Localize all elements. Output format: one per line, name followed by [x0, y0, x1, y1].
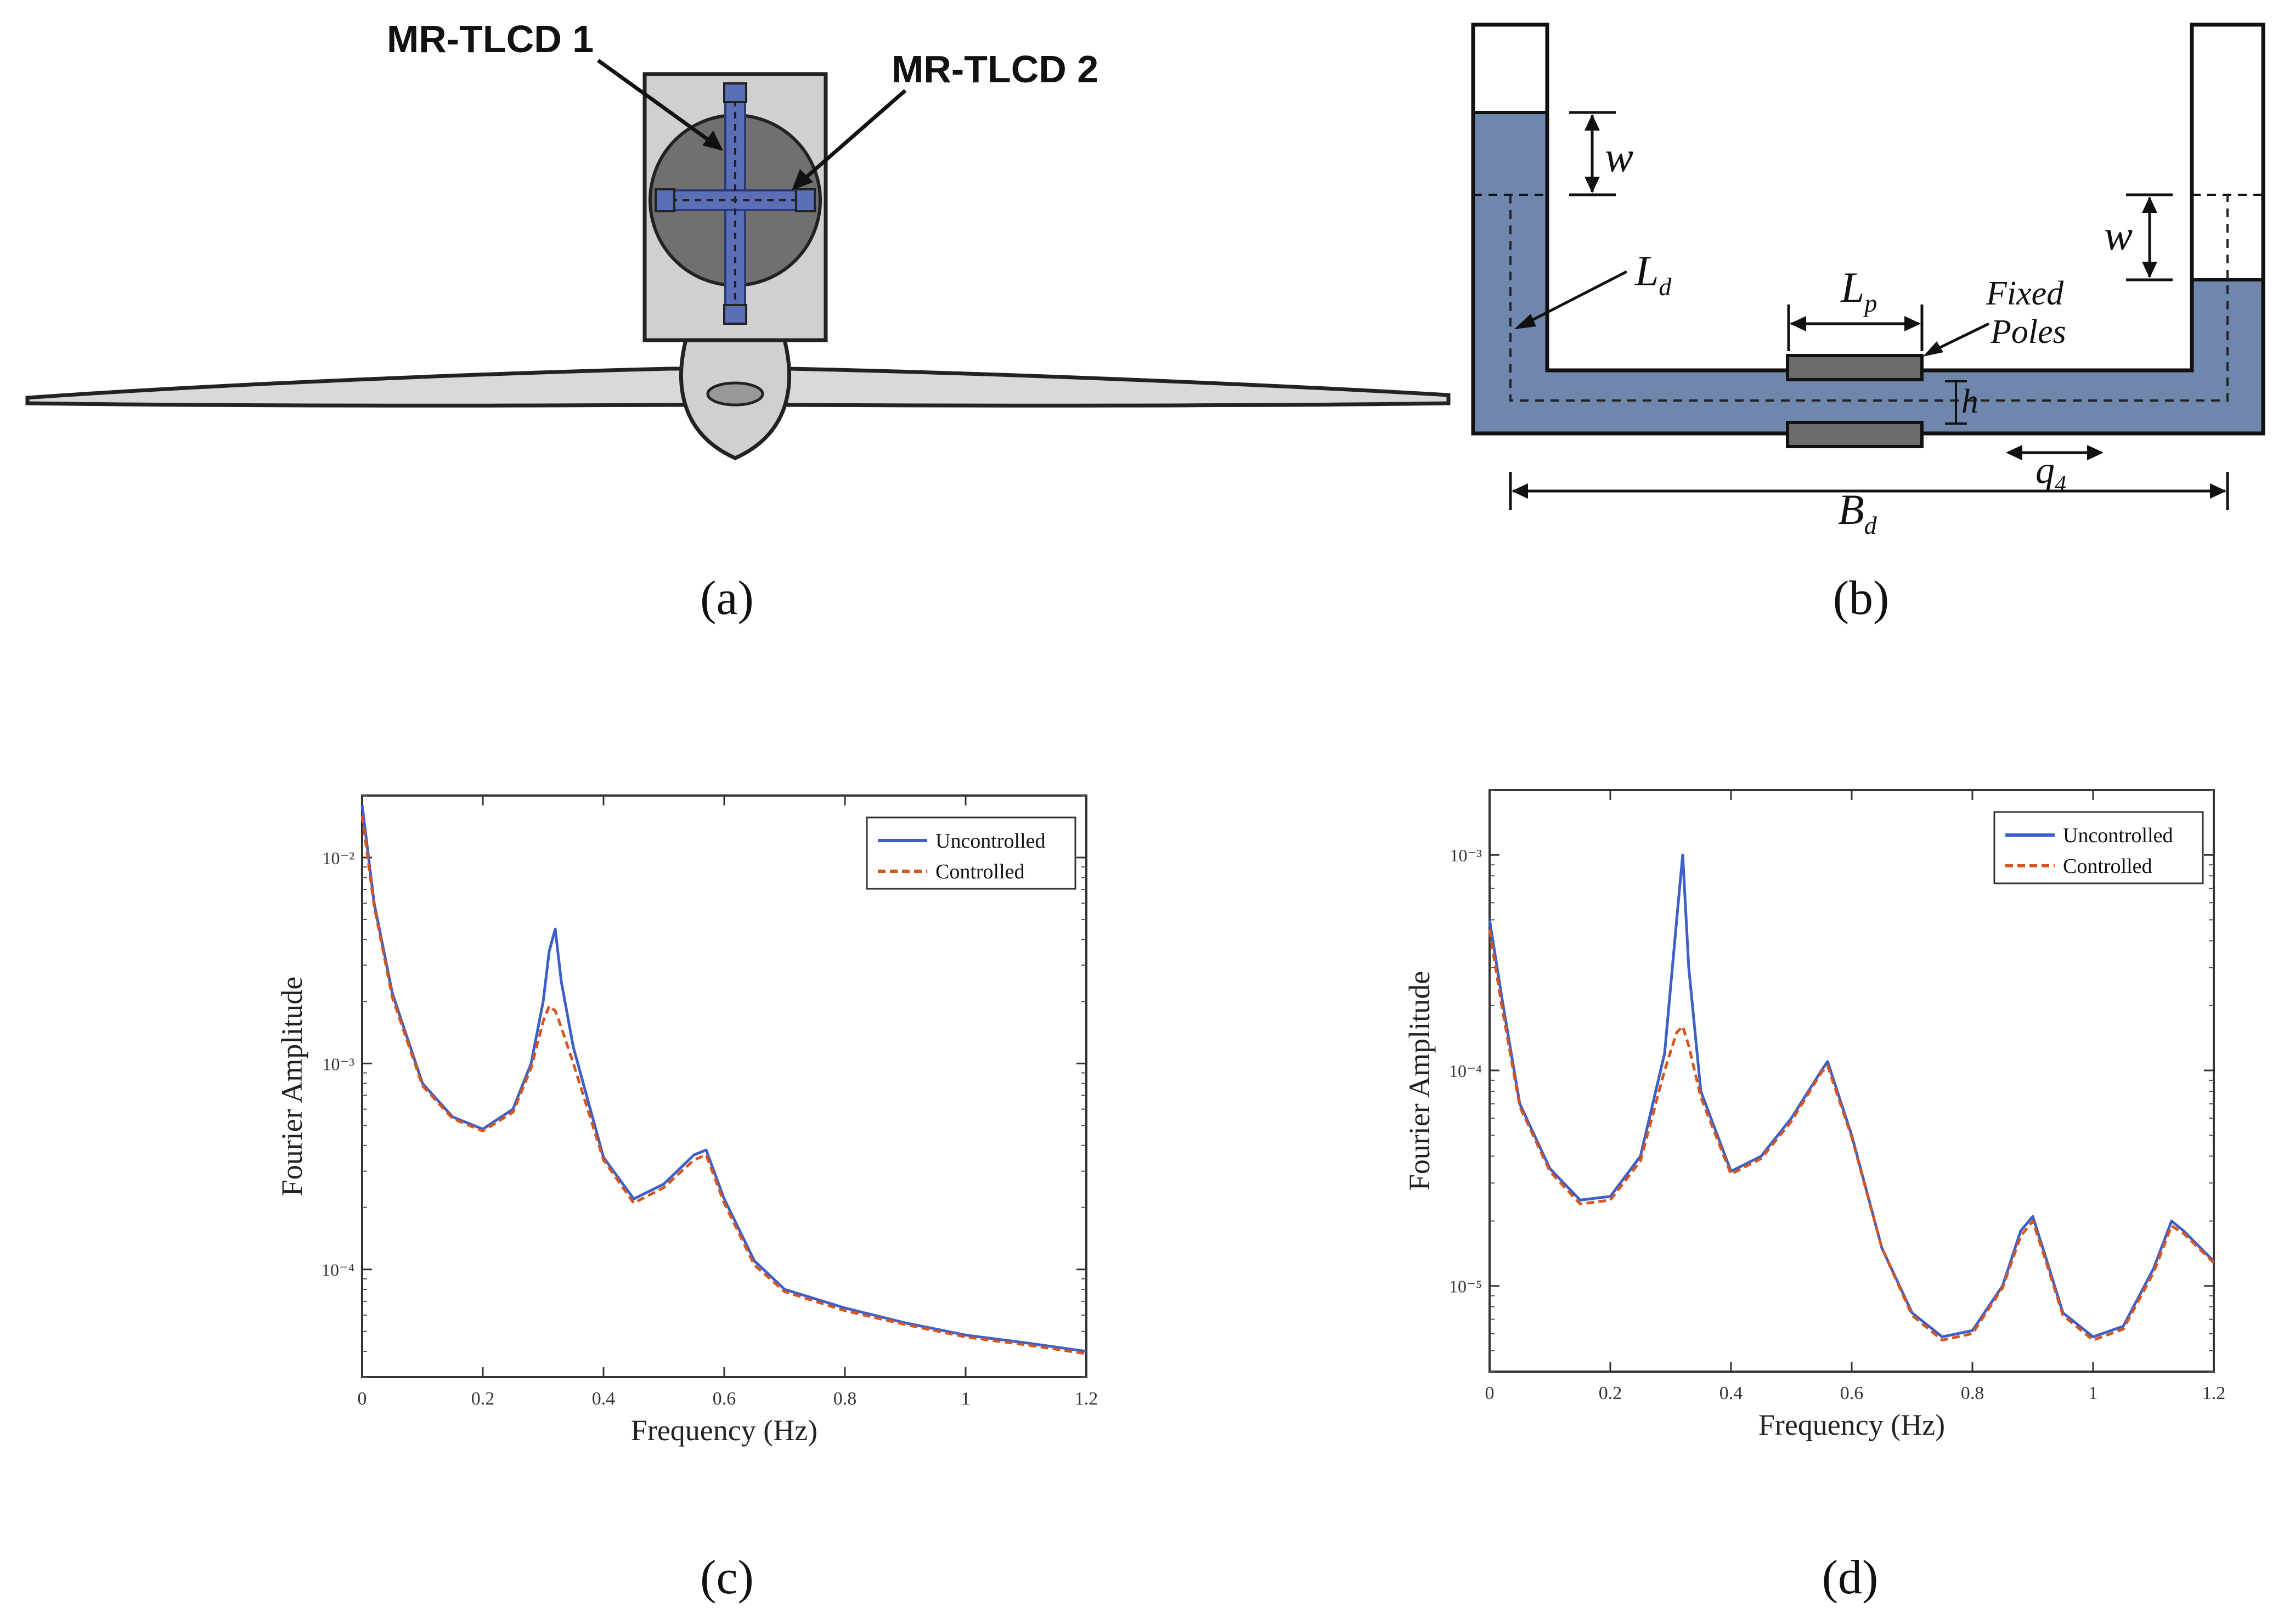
label-mr-tlcd-1: MR-TLCD 1 [387, 18, 594, 60]
w-right-label: w [2104, 211, 2133, 259]
bd-arrow-left [1512, 483, 1528, 499]
tlcd-2-right-cap [795, 188, 816, 212]
arrow-tlcd-1 [596, 59, 721, 150]
legend-label-controlled: Controlled [935, 860, 1025, 883]
y-tick-label: 10⁻⁴ [322, 1260, 354, 1280]
nacelle-hole [706, 381, 764, 407]
y-tick-label: 10⁻³ [323, 1054, 354, 1074]
legend-box [1993, 811, 2204, 884]
y-tick-label: 10⁻² [323, 848, 354, 868]
series-line-controlled [360, 815, 1087, 1355]
series-line-uncontrolled [360, 804, 1087, 1353]
y-tick-label: 10⁻³ [1450, 845, 1482, 865]
caption-d: (d) [1822, 1551, 1879, 1604]
x-tick-label: 0 [1485, 1383, 1495, 1403]
legend-label-uncontrolled: Uncontrolled [2063, 824, 2173, 847]
lp-arrow-right [1904, 316, 1921, 331]
legend-label-uncontrolled: Uncontrolled [935, 830, 1046, 853]
ld-arrow-head [1514, 314, 1536, 329]
tube-outline [1471, 22, 2265, 436]
caption-b: (b) [1832, 572, 1890, 625]
x-tick-label: 1.2 [1075, 1389, 1098, 1409]
fixed-pole-top [1786, 354, 1924, 381]
fixed-label: Fixed [1986, 275, 2064, 312]
y-axis-label: Fourier Amplitude [1403, 971, 1436, 1191]
x-tick-label: 0.2 [471, 1389, 495, 1409]
x-axis-label: Frequency (Hz) [631, 1414, 817, 1447]
fixed-poles-arrow-head [1923, 341, 1943, 357]
x-axis-label: Frequency (Hz) [1758, 1408, 1945, 1441]
ld-label: Ld [1634, 247, 1672, 301]
plot-area [361, 794, 1087, 1378]
caption-c: (c) [700, 1551, 754, 1604]
arrow-tlcd-2 [794, 89, 907, 188]
label-mr-tlcd-2: MR-TLCD 2 [892, 48, 1098, 91]
y-axis-label: Fourier Amplitude [275, 977, 308, 1196]
q4-arrow-right [2087, 445, 2104, 460]
x-tick-label: 1 [2089, 1383, 2098, 1403]
w-right-arrow-up [2142, 196, 2157, 213]
caption-a: (a) [700, 572, 754, 625]
tlcd-1-top-cap [723, 82, 747, 103]
y-tick-label: 10⁻⁴ [1449, 1061, 1482, 1081]
w-left-label: w [1605, 133, 1633, 181]
x-tick-label: 0.8 [1961, 1383, 1984, 1403]
series-line-uncontrolled [1488, 853, 2215, 1339]
lp-arrow-left [1790, 316, 1806, 331]
x-tick-label: 0.6 [713, 1389, 736, 1409]
fixed-pole-bottom [1786, 421, 1924, 448]
x-tick-label: 0.4 [1719, 1383, 1743, 1403]
arrow-head-tlcd-1 [702, 131, 723, 151]
tlcd-1-bottom-cap [723, 304, 747, 325]
chart-d: 0 0.2 0.4 0.6 0.8 1 1.2 10⁻³ 10⁻⁴ 10⁻⁵ Frequency (… [1403, 789, 2226, 1441]
w-right-arrow-down [2142, 262, 2157, 278]
chart-c: 0 0.2 0.4 0.6 0.8 1 1.2 10⁻² 10⁻³ 10⁻⁴ Frequency (… [275, 794, 1098, 1447]
lp-label: Lp [1840, 263, 1877, 317]
tlcd-2-left-cap [655, 188, 675, 212]
series-line-controlled [1488, 929, 2215, 1342]
arrow-head-tlcd-2 [792, 169, 813, 190]
x-tick-label: 0.6 [1840, 1383, 1864, 1403]
poles-label: Poles [1990, 313, 2066, 351]
w-left-arrow-up [1585, 114, 1600, 131]
w-left-arrow-down [1585, 177, 1600, 193]
x-tick-label: 0 [358, 1389, 367, 1409]
x-tick-label: 0.4 [592, 1389, 616, 1409]
legend-box [866, 816, 1076, 890]
panel-a-turbine-sketch: MR-TLCD 1 MR-TLCD 2 [25, 18, 1451, 460]
bd-label: Bd [1838, 486, 1877, 539]
x-tick-label: 0.2 [1599, 1383, 1622, 1403]
x-tick-label: 1 [961, 1389, 971, 1409]
legend-label-controlled: Controlled [2063, 855, 2152, 878]
bd-arrow-right [2210, 483, 2226, 499]
h-label: h [1961, 383, 1978, 420]
q4-arrow-left [2006, 445, 2022, 460]
ld-arrow [1519, 270, 1628, 328]
panel-b-tlcd-schematic: w w Ld Lp Fixed Poles h q4 Bd [1471, 22, 2265, 539]
x-tick-label: 1.2 [2202, 1383, 2226, 1403]
y-tick-label: 10⁻⁵ [1449, 1277, 1482, 1296]
x-tick-label: 0.8 [833, 1389, 857, 1409]
